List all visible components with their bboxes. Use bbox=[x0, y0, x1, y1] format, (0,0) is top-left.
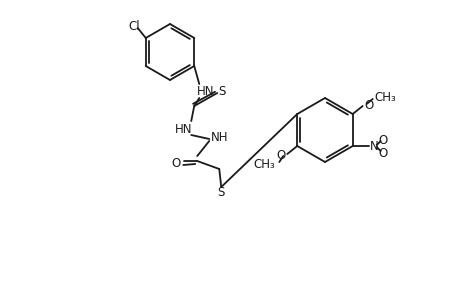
Text: O: O bbox=[171, 157, 180, 169]
Text: Cl: Cl bbox=[128, 20, 139, 32]
Text: O: O bbox=[377, 146, 386, 160]
Text: O: O bbox=[275, 148, 285, 161]
Text: HN: HN bbox=[196, 85, 213, 98]
Text: NH: NH bbox=[210, 130, 228, 143]
Text: CH₃: CH₃ bbox=[253, 158, 274, 170]
Text: S: S bbox=[218, 85, 225, 98]
Text: HN: HN bbox=[174, 122, 191, 136]
Text: O: O bbox=[364, 98, 373, 112]
Text: N: N bbox=[369, 140, 378, 152]
Text: S: S bbox=[217, 187, 224, 200]
Text: CH₃: CH₃ bbox=[374, 91, 396, 103]
Text: O: O bbox=[377, 134, 386, 146]
